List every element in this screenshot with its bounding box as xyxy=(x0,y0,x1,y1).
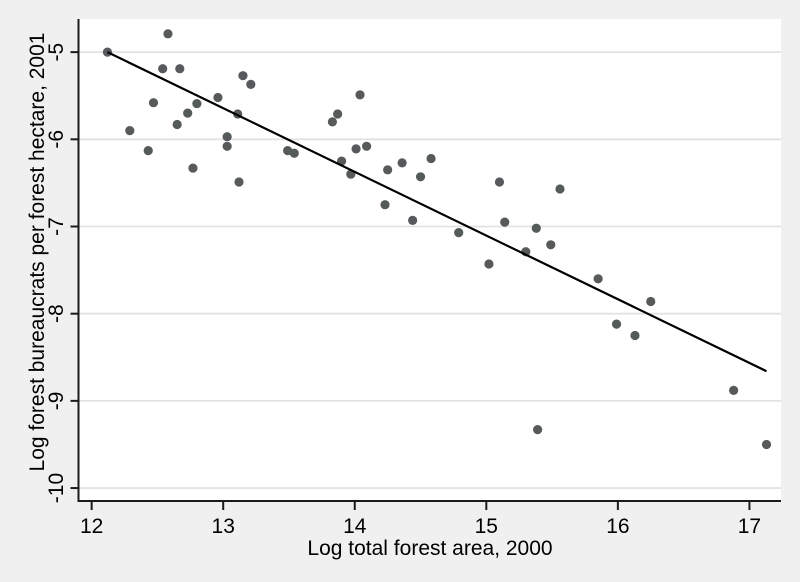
y-tick-label: -8 xyxy=(45,304,68,323)
scatter-point xyxy=(646,296,656,307)
x-tick-label: 13 xyxy=(212,515,235,538)
scatter-point xyxy=(234,177,244,187)
x-axis-title: Log total forest area, 2000 xyxy=(307,537,552,560)
scatter-point xyxy=(289,148,299,158)
scatter-point xyxy=(500,217,510,227)
y-axis-title: Log forest bureaucrats per forest hectar… xyxy=(26,33,49,472)
scatter-point xyxy=(484,259,494,269)
axes-layer xyxy=(70,19,781,510)
scatter-point xyxy=(175,64,185,74)
scatter-point xyxy=(761,439,772,450)
scatter-point xyxy=(546,240,556,250)
scatter-point xyxy=(531,223,541,233)
x-tick-label: 16 xyxy=(606,515,629,538)
y-tick-label: -7 xyxy=(45,217,68,236)
scatter-point xyxy=(397,158,407,168)
scatter-point xyxy=(125,125,135,136)
scatter-point xyxy=(362,141,372,151)
scatter-point xyxy=(238,71,248,81)
scatter-point xyxy=(611,319,622,329)
scatter-point xyxy=(454,228,464,238)
y-tick-label: -9 xyxy=(45,392,68,411)
scatter-point xyxy=(213,92,223,103)
scatter-point xyxy=(192,98,202,109)
x-tick-label: 17 xyxy=(738,515,761,538)
scatter-point xyxy=(183,108,193,118)
scatter-point xyxy=(408,215,418,225)
scatter-point xyxy=(630,330,640,341)
scatter-point xyxy=(351,144,361,154)
scatter-point xyxy=(729,385,739,396)
scatter-point xyxy=(163,29,173,39)
scatter-point xyxy=(380,200,390,210)
scatter-point xyxy=(158,64,168,74)
plot-area xyxy=(78,19,781,502)
scatter-point xyxy=(222,132,232,142)
scatter-point xyxy=(222,141,232,151)
y-tick-label: -10 xyxy=(45,473,68,503)
scatter-point xyxy=(494,177,505,187)
y-tick-label: -5 xyxy=(45,43,68,62)
scatter-point xyxy=(172,119,182,130)
x-tick-label: 15 xyxy=(475,515,498,538)
scatter-point xyxy=(188,163,198,173)
scatter-point xyxy=(143,146,153,156)
scatter-point xyxy=(333,109,343,119)
x-tick-label: 12 xyxy=(80,515,103,538)
scatter-point xyxy=(148,98,159,108)
scatter-point xyxy=(593,274,603,284)
x-tick-label: 14 xyxy=(343,515,367,538)
scatter-point xyxy=(426,153,436,164)
y-tick-label: -6 xyxy=(45,130,68,149)
gridlines-layer xyxy=(79,51,781,489)
scatter-point xyxy=(555,184,565,194)
scatter-point xyxy=(383,165,393,175)
scatter-point xyxy=(415,172,426,182)
scatter-point xyxy=(533,425,543,435)
scatter-point xyxy=(246,79,256,89)
x-tick-labels: 12 13 14 15 16 17 xyxy=(80,515,761,538)
regression-fit-line xyxy=(106,51,768,373)
y-tick-labels: -10 -9 -8 -7 -6 -5 xyxy=(45,43,68,503)
scatter-point xyxy=(327,117,337,127)
scatter-point xyxy=(355,90,365,100)
